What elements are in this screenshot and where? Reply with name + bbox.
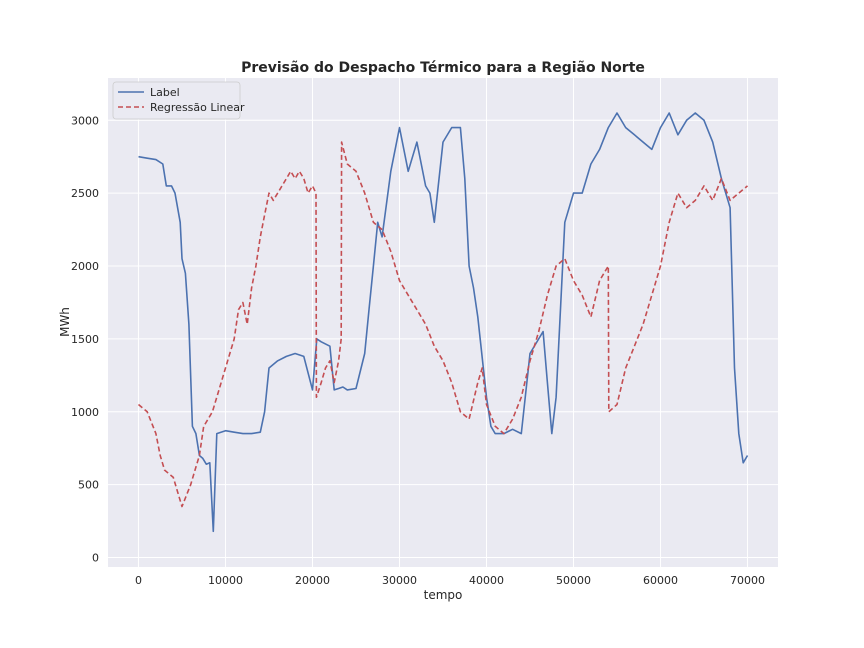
y-tick-label: 0 — [92, 552, 99, 565]
y-tick-label: 1000 — [71, 406, 99, 419]
y-axis-label: MWh — [58, 307, 72, 337]
x-tick-label: 30000 — [382, 574, 417, 587]
legend: Label Regressão Linear — [112, 81, 245, 120]
x-tick-label: 70000 — [730, 574, 765, 587]
x-axis-label: tempo — [424, 588, 463, 602]
x-tick-label: 50000 — [556, 574, 591, 587]
legend-entry-regressao: Regressão Linear — [150, 101, 245, 114]
tick-labels: 0 10000 20000 30000 40000 50000 60000 70000 0 500… — [71, 114, 765, 587]
series-line-regressao-linear — [137, 141, 749, 508]
y-tick-label: 2000 — [71, 260, 99, 273]
x-tick-label: 40000 — [469, 574, 504, 587]
series-layer — [137, 112, 749, 533]
series-line-label — [138, 112, 749, 533]
x-tick-label: 20000 — [295, 574, 330, 587]
y-tick-label: 1500 — [71, 333, 99, 346]
plot-background — [108, 78, 778, 567]
x-tick-label: 60000 — [643, 574, 678, 587]
y-tick-label: 2500 — [71, 187, 99, 200]
grid — [108, 78, 778, 567]
chart-title: Previsão do Despacho Térmico para a Regi… — [241, 60, 645, 76]
x-tick-label: 10000 — [208, 574, 243, 587]
x-tick-label: 0 — [135, 574, 142, 587]
legend-box — [112, 81, 241, 120]
y-tick-label: 500 — [78, 479, 99, 492]
y-tick-label: 3000 — [71, 114, 99, 127]
legend-entry-label: Label — [150, 86, 180, 99]
